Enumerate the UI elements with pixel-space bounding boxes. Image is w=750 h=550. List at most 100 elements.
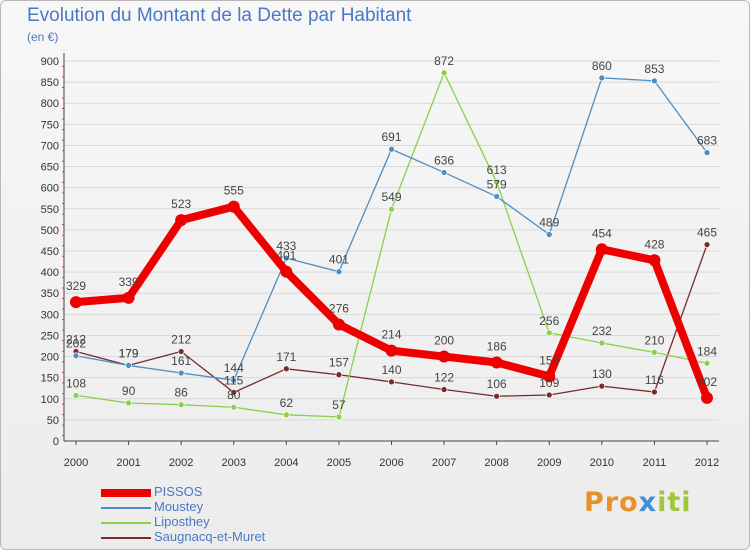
data-point-saugnacq-et-muret bbox=[282, 365, 290, 373]
data-label-pissos: 276 bbox=[329, 301, 349, 315]
data-label-moustey: 860 bbox=[592, 59, 612, 73]
data-label-moustey: 636 bbox=[434, 153, 454, 167]
data-point-pissos bbox=[175, 214, 188, 227]
y-tick-label: 300 bbox=[41, 309, 59, 321]
x-tick-label: 2009 bbox=[537, 457, 561, 469]
data-point-moustey bbox=[72, 352, 80, 360]
data-label-liposthey: 184 bbox=[697, 344, 717, 358]
data-label-saugnacq-et-muret: 106 bbox=[487, 377, 507, 391]
data-point-saugnacq-et-muret bbox=[598, 382, 606, 390]
data-point-saugnacq-et-muret bbox=[545, 391, 553, 399]
x-tick-label: 2005 bbox=[327, 457, 351, 469]
y-tick-label: 850 bbox=[41, 77, 59, 89]
data-point-pissos bbox=[332, 318, 345, 331]
y-tick-label: 800 bbox=[41, 98, 59, 110]
data-label-saugnacq-et-muret: 157 bbox=[329, 356, 349, 370]
data-point-liposthey bbox=[388, 205, 395, 213]
data-point-moustey bbox=[177, 369, 185, 377]
data-label-saugnacq-et-muret: 465 bbox=[697, 226, 717, 240]
data-label-liposthey: 256 bbox=[539, 314, 559, 328]
data-point-moustey bbox=[598, 74, 606, 82]
data-point-pissos bbox=[280, 265, 293, 278]
data-label-moustey: 683 bbox=[697, 134, 717, 148]
data-label-moustey: 179 bbox=[119, 346, 139, 360]
data-label-pissos: 555 bbox=[224, 184, 244, 198]
data-point-liposthey bbox=[177, 401, 185, 409]
x-tick-label: 2010 bbox=[590, 457, 614, 469]
data-point-liposthey bbox=[335, 413, 343, 421]
data-label-liposthey: 613 bbox=[487, 163, 507, 177]
data-point-moustey bbox=[282, 254, 290, 262]
data-point-moustey bbox=[230, 376, 238, 384]
x-tick-label: 2000 bbox=[64, 457, 88, 469]
legend-label: Saugnacq-et-Muret bbox=[154, 529, 266, 544]
x-tick-label: 2003 bbox=[222, 457, 246, 469]
x-tick-label: 2006 bbox=[379, 457, 403, 469]
y-tick-label: 350 bbox=[41, 288, 59, 300]
data-point-saugnacq-et-muret bbox=[493, 392, 501, 400]
data-label-pissos: 186 bbox=[487, 339, 507, 353]
data-point-saugnacq-et-muret bbox=[388, 378, 395, 386]
data-point-saugnacq-et-muret bbox=[177, 348, 185, 355]
data-point-saugnacq-et-muret bbox=[440, 386, 448, 393]
data-point-moustey bbox=[493, 193, 501, 200]
y-tick-label: 550 bbox=[41, 204, 59, 216]
data-point-liposthey bbox=[545, 329, 553, 337]
data-label-saugnacq-et-muret: 116 bbox=[645, 373, 664, 387]
data-point-saugnacq-et-muret bbox=[703, 241, 711, 249]
data-label-liposthey: 210 bbox=[644, 333, 664, 347]
data-label-saugnacq-et-muret: 115 bbox=[224, 373, 243, 387]
data-point-moustey bbox=[703, 149, 711, 156]
legend-swatch bbox=[101, 507, 151, 509]
legend-label: Moustey bbox=[154, 499, 204, 514]
data-label-moustey: 853 bbox=[644, 62, 664, 76]
x-tick-label: 2001 bbox=[116, 457, 140, 469]
data-point-pissos bbox=[385, 344, 398, 357]
data-point-moustey bbox=[335, 268, 343, 276]
y-tick-label: 250 bbox=[41, 330, 59, 342]
chart-title: Evolution du Montant de la Dette par Hab… bbox=[27, 5, 412, 26]
y-tick-label: 900 bbox=[41, 56, 59, 68]
data-point-liposthey bbox=[440, 69, 448, 77]
data-label-saugnacq-et-muret: 140 bbox=[381, 363, 401, 377]
y-tick-label: 50 bbox=[47, 415, 59, 427]
x-tick-label: 2004 bbox=[274, 457, 298, 469]
data-label-pissos: 153 bbox=[539, 353, 559, 367]
x-tick-label: 2012 bbox=[695, 457, 719, 469]
data-point-liposthey bbox=[282, 411, 290, 419]
data-point-liposthey bbox=[125, 399, 132, 407]
data-label-saugnacq-et-muret: 171 bbox=[276, 350, 296, 364]
y-tick-label: 700 bbox=[41, 140, 59, 152]
data-label-moustey: 433 bbox=[276, 239, 296, 253]
legend-swatch bbox=[101, 537, 151, 539]
data-point-saugnacq-et-muret bbox=[230, 389, 238, 396]
data-label-saugnacq-et-muret: 122 bbox=[434, 370, 454, 384]
y-tick-label: 750 bbox=[41, 119, 59, 131]
legend-label: PISSOS bbox=[154, 484, 203, 499]
legend-swatch bbox=[101, 489, 151, 497]
data-label-pissos: 329 bbox=[66, 279, 86, 293]
proxiti-logo: Proxiti bbox=[584, 487, 692, 518]
data-label-pissos: 200 bbox=[434, 334, 454, 348]
data-point-liposthey bbox=[651, 348, 658, 356]
y-tick-label: 400 bbox=[41, 267, 59, 279]
data-point-moustey bbox=[125, 362, 132, 369]
data-point-pissos bbox=[438, 350, 451, 363]
data-label-pissos: 214 bbox=[381, 328, 401, 342]
data-point-pissos bbox=[70, 296, 82, 309]
data-label-moustey: 144 bbox=[224, 361, 244, 375]
data-label-pissos: 102 bbox=[697, 375, 717, 389]
data-label-pissos: 523 bbox=[171, 197, 191, 211]
data-label-moustey: 161 bbox=[171, 354, 191, 368]
y-tick-label: 200 bbox=[41, 352, 59, 364]
x-tick-label: 2002 bbox=[169, 457, 193, 469]
data-point-liposthey bbox=[598, 339, 606, 347]
data-label-moustey: 489 bbox=[539, 216, 559, 230]
data-label-moustey: 401 bbox=[329, 253, 349, 267]
data-label-saugnacq-et-muret: 212 bbox=[66, 332, 86, 346]
data-point-pissos bbox=[543, 370, 556, 383]
data-label-moustey: 691 bbox=[381, 130, 401, 144]
y-tick-label: 100 bbox=[41, 394, 59, 406]
